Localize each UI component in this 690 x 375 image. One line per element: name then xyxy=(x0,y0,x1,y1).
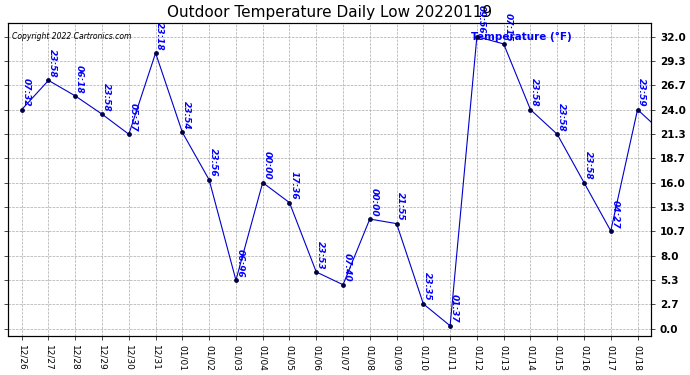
Text: 07:32: 07:32 xyxy=(21,78,30,107)
Point xyxy=(525,106,536,112)
Point xyxy=(257,180,268,186)
Text: 17:36: 17:36 xyxy=(289,171,298,200)
Text: 23:18: 23:18 xyxy=(155,22,164,50)
Point xyxy=(230,277,241,283)
Point xyxy=(97,111,108,117)
Point xyxy=(578,180,589,186)
Point xyxy=(337,282,348,288)
Text: 23:59: 23:59 xyxy=(637,78,647,107)
Point xyxy=(418,301,429,307)
Point xyxy=(471,34,482,40)
Point xyxy=(391,220,402,226)
Text: 21:55: 21:55 xyxy=(396,192,405,221)
Text: 06:18: 06:18 xyxy=(75,64,84,93)
Text: 07:15: 07:15 xyxy=(503,12,513,41)
Title: Outdoor Temperature Daily Low 20220119: Outdoor Temperature Daily Low 20220119 xyxy=(167,5,492,20)
Point xyxy=(605,228,616,234)
Text: 00:00: 00:00 xyxy=(262,151,271,180)
Point xyxy=(659,131,670,137)
Point xyxy=(364,216,375,222)
Text: 23:54: 23:54 xyxy=(182,101,191,130)
Point xyxy=(552,131,563,137)
Point xyxy=(632,106,643,112)
Point xyxy=(43,77,54,83)
Point xyxy=(124,131,135,137)
Point xyxy=(498,41,509,47)
Text: 06:96: 06:96 xyxy=(235,249,244,278)
Text: 07:40: 07:40 xyxy=(343,254,352,282)
Text: 05:37: 05:37 xyxy=(128,103,137,132)
Text: 23:35: 23:35 xyxy=(423,273,432,301)
Point xyxy=(70,93,81,99)
Text: 23:58: 23:58 xyxy=(584,151,593,180)
Text: 04:27: 04:27 xyxy=(611,200,620,228)
Point xyxy=(204,177,215,183)
Point xyxy=(16,106,27,112)
Text: 23:56: 23:56 xyxy=(209,148,218,177)
Text: Copyright 2022 Cartronics.com: Copyright 2022 Cartronics.com xyxy=(12,32,131,41)
Text: 23:53: 23:53 xyxy=(316,240,325,269)
Text: 00:00: 00:00 xyxy=(369,188,378,216)
Point xyxy=(177,129,188,135)
Text: 01:37: 01:37 xyxy=(450,294,459,323)
Text: 23:58: 23:58 xyxy=(530,78,539,107)
Point xyxy=(150,50,161,56)
Text: 09:56: 09:56 xyxy=(477,5,486,34)
Text: 23:58: 23:58 xyxy=(48,49,57,78)
Text: Temperature (°F): Temperature (°F) xyxy=(471,32,572,42)
Point xyxy=(310,269,322,275)
Text: 23:58: 23:58 xyxy=(557,103,566,132)
Point xyxy=(284,200,295,206)
Text: 00:12: 00:12 xyxy=(0,374,1,375)
Point xyxy=(444,323,455,329)
Text: 23:58: 23:58 xyxy=(101,83,110,111)
